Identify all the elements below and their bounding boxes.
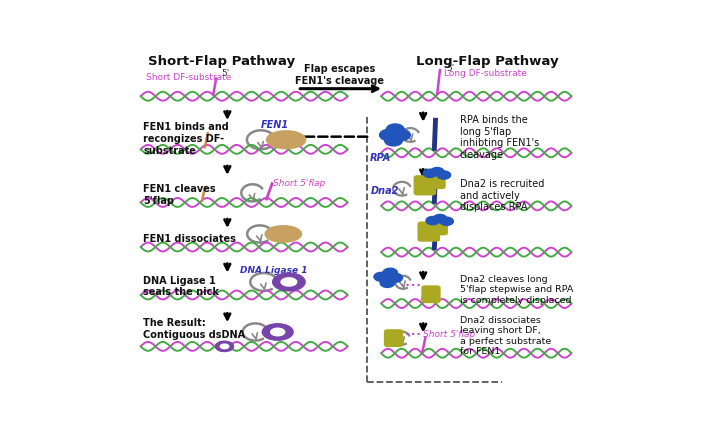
Text: Long DF-substrate: Long DF-substrate [445, 69, 527, 78]
Text: Short 5'flap: Short 5'flap [422, 330, 475, 339]
FancyBboxPatch shape [418, 222, 440, 241]
Text: 5': 5' [222, 69, 230, 78]
Circle shape [388, 273, 402, 282]
FancyBboxPatch shape [427, 172, 445, 188]
Text: Long-Flap Pathway: Long-Flap Pathway [416, 56, 559, 69]
Text: Short 5'flap: Short 5'flap [273, 179, 326, 188]
Circle shape [430, 167, 444, 176]
Text: DNA Ligase 1
seals the nick: DNA Ligase 1 seals the nick [144, 275, 219, 297]
Circle shape [380, 279, 395, 287]
Text: Dna2 is recruited
and actively
displaces RPA: Dna2 is recruited and actively displaces… [460, 179, 544, 212]
Text: Dna2: Dna2 [371, 186, 399, 197]
Text: DNA Ligase 1: DNA Ligase 1 [240, 266, 308, 275]
Text: Flap escapes
FEN1's cleavage: Flap escapes FEN1's cleavage [295, 64, 384, 86]
Ellipse shape [265, 226, 302, 242]
FancyBboxPatch shape [422, 286, 440, 303]
Ellipse shape [271, 328, 284, 336]
Circle shape [386, 124, 404, 135]
Ellipse shape [262, 324, 293, 340]
Text: 5': 5' [447, 64, 455, 73]
Ellipse shape [266, 131, 305, 149]
Circle shape [393, 129, 410, 141]
Circle shape [433, 214, 447, 222]
Text: RPA binds the
long 5'flap
inhibting FEN1's
cleavage: RPA binds the long 5'flap inhibting FEN1… [460, 115, 539, 160]
Text: Short-Flap Pathway: Short-Flap Pathway [148, 56, 295, 69]
Text: Dna2 cleaves long
5'flap stepwise and RPA
is completely displaced: Dna2 cleaves long 5'flap stepwise and RP… [460, 275, 573, 305]
Ellipse shape [273, 273, 305, 291]
Ellipse shape [220, 344, 229, 348]
Circle shape [440, 217, 453, 226]
Circle shape [423, 169, 437, 178]
FancyBboxPatch shape [414, 176, 435, 195]
Text: Dna2 dissociates
leaving short DF,
a perfect substrate
for FEN1: Dna2 dissociates leaving short DF, a per… [460, 316, 551, 356]
Circle shape [380, 129, 397, 141]
Text: Short DF-substrate: Short DF-substrate [146, 73, 232, 82]
FancyBboxPatch shape [430, 218, 447, 235]
Text: RPA: RPA [370, 153, 391, 163]
Circle shape [438, 171, 451, 179]
Text: The Result:
Contiguous dsDNA: The Result: Contiguous dsDNA [144, 319, 245, 340]
Circle shape [385, 135, 402, 146]
Text: FEN1: FEN1 [261, 120, 289, 129]
FancyBboxPatch shape [385, 330, 402, 346]
Circle shape [374, 272, 388, 281]
Text: FEN1 binds and
recongizes DF-
substrate: FEN1 binds and recongizes DF- substrate [144, 122, 229, 156]
Ellipse shape [216, 341, 233, 352]
Circle shape [426, 217, 440, 225]
Text: FEN1 cleaves
5'flap: FEN1 cleaves 5'flap [144, 184, 216, 206]
Text: FEN1 dissociates: FEN1 dissociates [144, 235, 236, 244]
Ellipse shape [281, 278, 297, 286]
Circle shape [383, 268, 397, 277]
